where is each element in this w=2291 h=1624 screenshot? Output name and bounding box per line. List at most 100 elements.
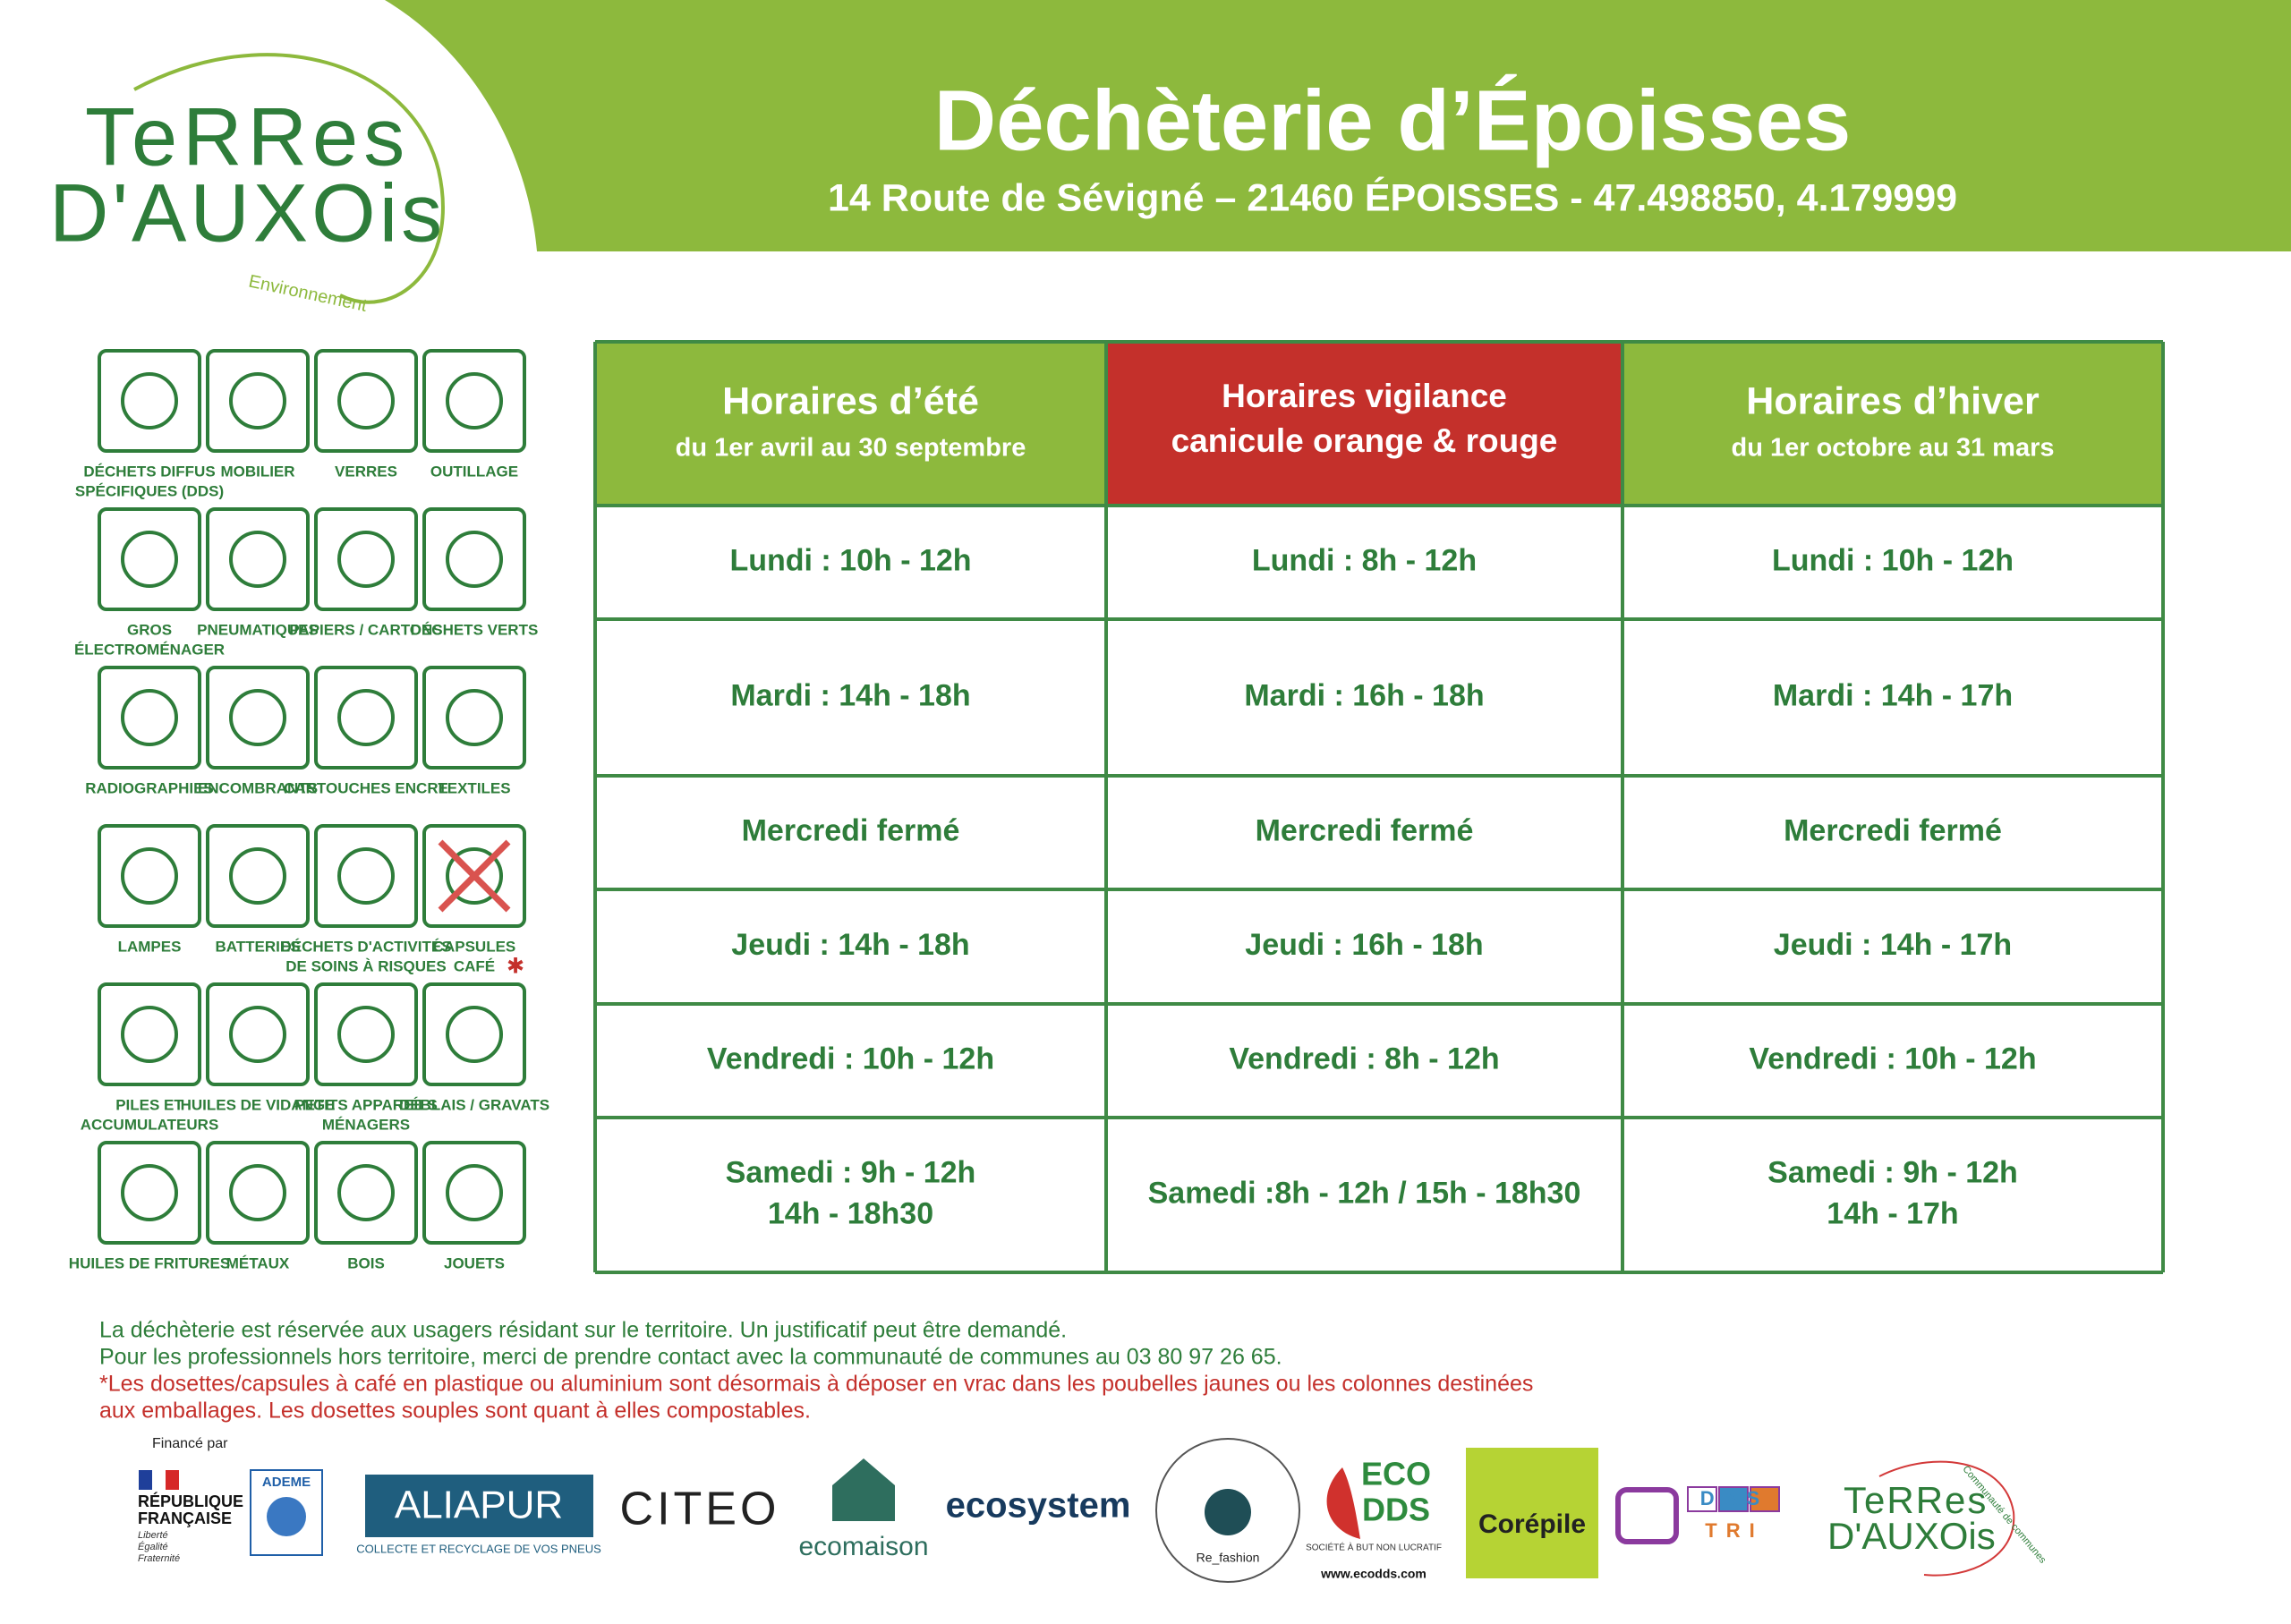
icon-glyph — [121, 1164, 178, 1221]
icon-frame — [98, 982, 201, 1086]
header-cell — [595, 342, 1106, 506]
sponsor-logo: Corépile — [1478, 1509, 1586, 1539]
schedule-text: Jeudi : 16h - 18h — [1245, 928, 1483, 962]
title: Déchèterie d’Époisses — [934, 72, 1851, 168]
icon-glyph — [229, 372, 286, 429]
icon-label: TEXTILES — [438, 779, 510, 796]
column-title: Horaires d’été — [722, 379, 979, 422]
sponsor-text: Re_fashion — [1197, 1551, 1260, 1565]
icon-glyph — [446, 689, 503, 746]
sponsor-logo: DDS — [1362, 1492, 1430, 1528]
address: 14 Route de Sévigné – 21460 ÉPOISSES - 4… — [828, 176, 1957, 219]
icon-glyph — [121, 1006, 178, 1063]
schedule-text: Vendredi : 10h - 12h — [707, 1042, 994, 1076]
icon-frame — [314, 349, 418, 453]
refashion-pin — [1205, 1489, 1251, 1535]
sponsor-logo: TeRRes — [1844, 1479, 1988, 1521]
icon-label: MÉTAUX — [226, 1254, 290, 1271]
column-title: canicule orange & rouge — [1171, 422, 1558, 459]
header-cell — [1106, 342, 1622, 506]
icon-label: PETITS APPAREILS — [294, 1096, 438, 1113]
ecomaison-house — [832, 1458, 895, 1521]
icon-cross — [438, 839, 511, 913]
icon-glyph — [121, 689, 178, 746]
sponsor-text: RÉPUBLIQUE — [138, 1492, 243, 1510]
sponsor-logo: D'AUXOis — [1827, 1515, 1996, 1557]
icon-glyph — [229, 847, 286, 905]
icon-label: DE SOINS À RISQUES — [285, 957, 446, 974]
schedule-text: Lundi : 10h - 12h — [1772, 543, 2014, 577]
icon-label: VERRES — [335, 463, 397, 480]
icon-label: DÉBLAIS / GRAVATS — [399, 1096, 549, 1113]
schedule-text: Samedi : 9h - 12h — [1767, 1155, 2018, 1189]
schedule-text: Lundi : 8h - 12h — [1252, 543, 1477, 577]
icon-frame — [206, 1141, 310, 1245]
column-title: Horaires vigilance — [1222, 378, 1507, 414]
header-cell — [1622, 342, 2163, 506]
icon-glyph — [229, 689, 286, 746]
icon-glyph — [337, 372, 395, 429]
icon-label: JOUETS — [444, 1254, 505, 1271]
icon-glyph — [229, 531, 286, 588]
icon-label: ÉLECTROMÉNAGER — [74, 641, 225, 658]
schedule-text: Jeudi : 14h - 17h — [1774, 928, 2012, 962]
icon-label: PNEUMATIQUES — [197, 621, 319, 638]
icon-glyph — [337, 847, 395, 905]
sponsor-logo: ecosystem — [946, 1486, 1131, 1526]
column-subtitle: du 1er octobre au 31 mars — [1731, 434, 2054, 463]
sponsor-text: Fraternité — [138, 1553, 180, 1564]
schedule-text: Mercredi fermé — [1784, 813, 2002, 847]
icon-label: SPÉCIFIQUES (DDS) — [75, 482, 224, 499]
terres-arc — [1878, 1460, 2015, 1577]
note: Pour les professionnels hors territoire,… — [99, 1345, 1282, 1370]
icon-glyph — [121, 531, 178, 588]
dastri-tile — [1687, 1486, 1717, 1512]
icon-frame — [314, 1141, 418, 1245]
logo-text: D'AUXOis — [49, 167, 446, 259]
note: La déchèterie est réservée aux usagers r… — [99, 1318, 1067, 1343]
schedule-text: Mardi : 14h - 17h — [1773, 678, 2013, 712]
icon-glyph — [337, 531, 395, 588]
icon-frame — [422, 1141, 526, 1245]
icon-glyph — [229, 1164, 286, 1221]
capsule-note: aux emballages. Les dosettes souples son… — [99, 1399, 811, 1424]
icon-label: DÉCHETS D'ACTIVITÉS — [280, 938, 451, 955]
icon-frame — [422, 349, 526, 453]
dastri-tile — [1750, 1486, 1780, 1512]
dastri-tile — [1718, 1486, 1749, 1512]
icon-frame — [206, 507, 310, 611]
column-subtitle: du 1er avril au 30 septembre — [676, 434, 1026, 463]
schedule-text: Lundi : 10h - 12h — [729, 543, 971, 577]
header-band — [385, 0, 2291, 251]
icon-label: RADIOGRAPHIES — [85, 779, 214, 796]
icon-frame — [422, 666, 526, 769]
icon-glyph — [121, 372, 178, 429]
schedule-text: Vendredi : 10h - 12h — [1749, 1042, 2036, 1076]
icon-label: ENCOMBRANTS — [198, 779, 318, 796]
icon-glyph — [337, 689, 395, 746]
icon-frame — [98, 1141, 201, 1245]
ecodds-leaf — [1326, 1467, 1360, 1539]
icon-glyph — [337, 1006, 395, 1063]
flag — [152, 1470, 166, 1490]
logo-arc — [133, 53, 445, 304]
sponsor-logo: DAS — [1700, 1487, 1768, 1509]
sponsor-text: SOCIÉTÉ À BUT NON LUCRATIF — [1306, 1542, 1442, 1553]
logo-tagline: Environnement — [247, 272, 370, 317]
icon-label: DÉCHETS DIFFUS — [83, 463, 215, 480]
column-title: Horaires d’hiver — [1746, 379, 2040, 422]
icon-glyph — [446, 1006, 503, 1063]
icon-glyph — [337, 1164, 395, 1221]
icon-label: ACCUMULATEURS — [81, 1116, 219, 1133]
icon-frame — [206, 982, 310, 1086]
corepile-block — [1466, 1448, 1598, 1578]
dastri-frame — [1615, 1487, 1679, 1544]
icon-frame — [98, 507, 201, 611]
icon-frame — [98, 349, 201, 453]
sponsor-text: FRANÇAISE — [138, 1509, 232, 1527]
icon-label: BOIS — [347, 1254, 385, 1271]
icon-label: CARTOUCHES ENCRE — [284, 779, 448, 796]
flag — [166, 1470, 179, 1490]
sponsor-logo: TRI — [1705, 1519, 1763, 1542]
